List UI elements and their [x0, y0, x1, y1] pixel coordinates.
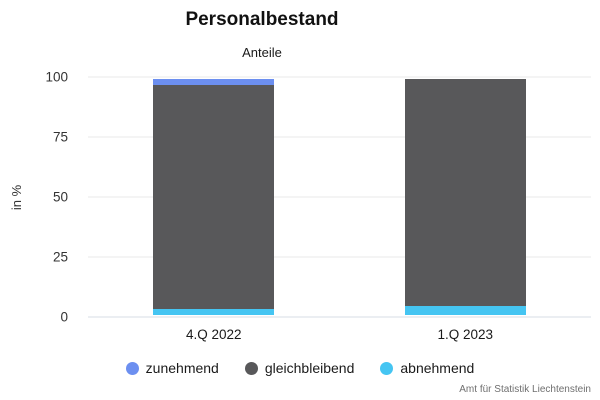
legend-label: gleichbleibend — [264, 360, 355, 376]
gridline — [88, 76, 591, 78]
chart-subtitle: Anteile — [242, 45, 282, 60]
x-tick-label: 4.Q 2022 — [185, 327, 242, 342]
legend-item-zunehmend[interactable]: zunehmend — [125, 360, 219, 376]
gridline — [88, 136, 591, 138]
legend-item-abnehmend[interactable]: abnehmend — [380, 360, 474, 376]
chart-title: Personalbestand — [185, 9, 339, 30]
bar-segment-zunehmend — [153, 79, 275, 85]
y-tick-label: 75 — [52, 129, 68, 145]
source-credit: Amt für Statistik Liechtenstein — [459, 384, 591, 395]
legend: zunehmend gleichbleibend abnehmend — [0, 360, 600, 376]
y-axis: 0 25 50 75 100 — [0, 70, 68, 325]
bar-segment-abnehmend — [153, 309, 275, 315]
x-tick-label: 1.Q 2023 — [437, 327, 494, 342]
legend-label: zunehmend — [145, 360, 219, 376]
bar-segment-abnehmend — [404, 306, 526, 315]
legend-marker-icon — [380, 361, 394, 375]
bar-segment-gleichbleibend — [404, 79, 526, 307]
legend-marker-icon — [244, 361, 258, 375]
legend-marker-icon — [125, 361, 139, 375]
x-axis-line — [88, 316, 591, 318]
gridline — [88, 196, 591, 198]
x-axis: 4.Q 2022 1.Q 2023 — [88, 327, 591, 345]
y-tick-label: 0 — [60, 309, 68, 325]
y-tick-label: 50 — [52, 189, 68, 205]
y-tick-label: 25 — [52, 249, 68, 265]
plot-area — [88, 76, 591, 318]
legend-label: abnehmend — [400, 360, 475, 376]
gridline — [88, 256, 591, 258]
bar-4.Q-2022 — [153, 79, 275, 315]
bar-1.Q-2023 — [404, 79, 526, 315]
bar-segment-gleichbleibend — [153, 84, 275, 310]
legend-item-gleichbleibend[interactable]: gleichbleibend — [244, 360, 355, 376]
y-tick-label: 100 — [45, 69, 68, 85]
